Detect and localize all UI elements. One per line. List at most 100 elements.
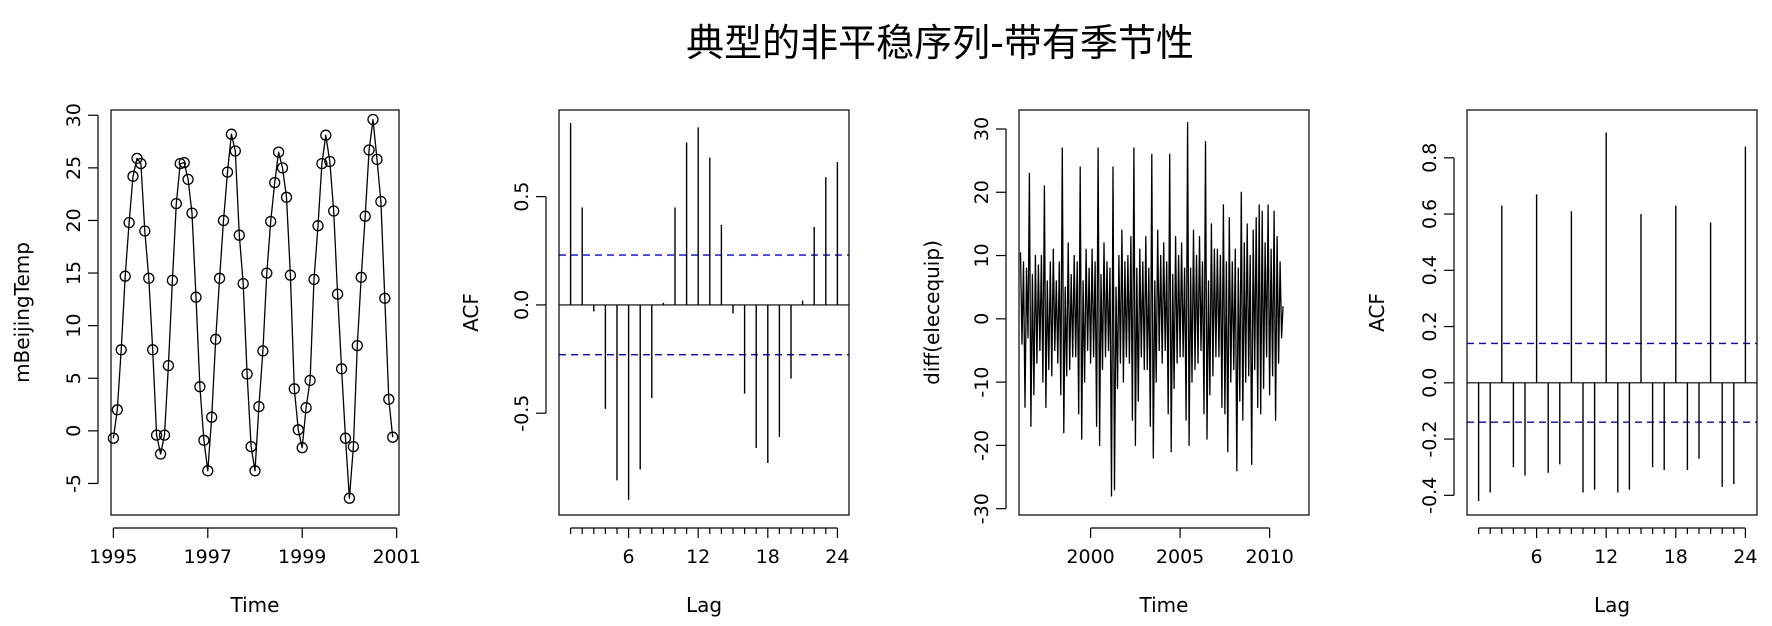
x-tick-label: 1995 — [89, 546, 137, 568]
data-point — [221, 166, 234, 178]
data-point — [194, 381, 206, 393]
y-tick-label: 0.5 — [511, 182, 533, 212]
y-tick-label: 0.8 — [1419, 143, 1441, 173]
data-point — [190, 291, 202, 303]
data-point — [371, 153, 383, 166]
panel-acf-elecequip-y-axis: -0.4 -0.2 0.0 0.2 0.4 0.6 0.8 — [1419, 143, 1455, 514]
data-point — [276, 162, 289, 174]
data-point — [288, 383, 300, 395]
data-point — [367, 113, 379, 126]
x-tick-label: 2000 — [1066, 546, 1114, 568]
data-point — [284, 269, 297, 281]
y-tick-label: -30 — [971, 493, 993, 524]
y-tick-label: 10 — [971, 243, 993, 267]
y-tick-label: -0.2 — [1419, 421, 1441, 458]
panel-temperature-frame — [110, 109, 400, 516]
data-point — [363, 144, 375, 156]
panel-temperature: 1995 1997 1999 2001 -5 0 5 10 15 20 25 30 Time mBe… — [10, 103, 421, 617]
x-tick-label: 2001 — [372, 546, 420, 568]
y-tick-label: -10 — [971, 367, 993, 398]
data-point — [119, 270, 131, 282]
data-point — [343, 492, 356, 504]
panel-acf-temperature-xlabel: Lag — [686, 593, 722, 617]
series-line — [1019, 122, 1284, 497]
panel-temperature-ylabel: mBeijingTemp — [10, 242, 34, 383]
y-tick-label: -0.5 — [511, 395, 533, 432]
data-point — [241, 368, 253, 380]
data-point — [245, 440, 257, 453]
data-point — [178, 156, 190, 169]
data-point — [324, 155, 336, 168]
panel-elecequip-ylabel: diff(elecequip) — [920, 240, 944, 385]
y-tick-label: 0.6 — [1419, 199, 1441, 229]
data-point — [139, 225, 151, 237]
series-line — [112, 118, 394, 499]
data-point — [379, 292, 391, 304]
data-point — [170, 197, 182, 210]
panel-acf-elecequip-frame — [1466, 109, 1758, 516]
data-point — [147, 344, 159, 356]
data-point — [123, 216, 135, 229]
data-point — [304, 374, 316, 387]
data-point — [150, 429, 163, 441]
data-point — [269, 176, 281, 189]
data-point — [162, 359, 175, 372]
panel-acf-temperature-ylabel: ACF — [459, 293, 483, 332]
data-point — [261, 267, 273, 279]
y-tick-label: 10 — [63, 314, 85, 338]
data-point — [107, 432, 120, 444]
y-tick-label: 20 — [63, 208, 85, 232]
data-point — [292, 424, 304, 436]
panel-elecequip-data — [1019, 122, 1284, 497]
y-tick-label: 0.0 — [511, 290, 533, 320]
data-point — [316, 157, 328, 170]
y-tick-label: 20 — [971, 180, 993, 204]
x-tick-label: 2010 — [1245, 546, 1293, 568]
y-tick-label: 30 — [63, 103, 85, 127]
data-point — [253, 400, 265, 413]
panel-temperature-y-axis: -5 0 5 10 15 20 25 30 — [63, 103, 99, 493]
x-tick-label: 12 — [686, 546, 710, 568]
data-point — [272, 146, 285, 158]
x-tick-label: 1997 — [184, 546, 232, 568]
data-point — [300, 402, 312, 414]
data-point — [202, 465, 214, 477]
data-point — [387, 431, 399, 443]
panel-elecequip-x-axis: 2000 2005 2010 — [1066, 527, 1294, 568]
data-point — [158, 429, 171, 441]
y-tick-label: 5 — [63, 372, 85, 384]
x-tick-label: 24 — [1733, 546, 1757, 568]
y-tick-label: 0.2 — [1419, 311, 1441, 341]
data-point — [135, 157, 147, 170]
data-point — [198, 434, 210, 446]
panel-acf-elecequip-xlabel: Lag — [1594, 593, 1630, 617]
data-point — [339, 432, 352, 444]
panel-acf-temperature-x-axis: 6 12 18 24 — [569, 527, 849, 568]
y-tick-label: 15 — [63, 261, 85, 285]
data-point — [233, 229, 245, 241]
data-point — [359, 210, 371, 222]
data-point — [249, 465, 261, 477]
panel-acf-temperature-y-axis: -0.5 0.0 0.5 — [511, 182, 547, 432]
data-point — [320, 129, 332, 141]
x-tick-label: 24 — [825, 546, 849, 568]
x-tick-label: 12 — [1594, 546, 1618, 568]
panel-acf-elecequip: 6 12 18 24 -0.4 -0.2 0.0 0.2 0.4 0.6 0.8 Lag ACF — [1365, 109, 1758, 617]
panel-elecequip: 2000 2005 2010 -30 -20 -10 0 10 20 30 Time diff(… — [920, 109, 1310, 617]
panel-temperature-x-axis: 1995 1997 1999 2001 — [89, 527, 421, 568]
y-tick-label: 0.4 — [1419, 255, 1441, 285]
data-point — [265, 215, 277, 228]
panel-elecequip-frame — [1018, 109, 1310, 516]
chart-title: 典型的非平稳序列-带有季节性 — [686, 21, 1194, 65]
data-point — [210, 333, 222, 345]
panel-acf-elecequip-data — [1467, 132, 1757, 501]
data-point — [186, 207, 198, 219]
data-point — [166, 274, 179, 287]
data-point — [229, 145, 241, 157]
x-tick-label: 2005 — [1156, 546, 1204, 568]
panel-elecequip-xlabel: Time — [1139, 593, 1189, 617]
data-point — [143, 272, 155, 284]
panel-acf-elecequip-x-axis: 6 12 18 24 — [1477, 527, 1757, 568]
data-point — [355, 271, 367, 283]
